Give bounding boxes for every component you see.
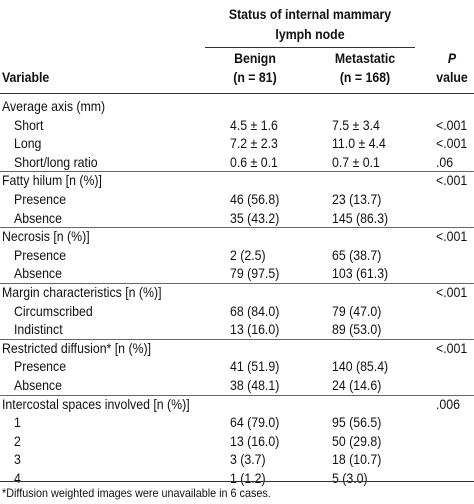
table-section-row: Intercostal spaces involved [n (%)] .006 xyxy=(0,395,474,414)
group-underline xyxy=(205,47,415,48)
benign-value: 2 (2.5) xyxy=(230,246,266,263)
metastatic-value: 103 (61.3) xyxy=(332,265,389,282)
header-rule xyxy=(0,93,474,94)
benign-value: 38 (48.1) xyxy=(230,377,280,393)
metastatic-value: 23 (13.7) xyxy=(332,191,382,207)
table-row: Presence 2 (2.5) 65 (38.7) xyxy=(0,246,474,265)
section-divider xyxy=(0,227,474,229)
metastatic-value: 89 (53.0) xyxy=(332,321,382,338)
table-section-row: Restricted diffusion* [n (%)] <.001 xyxy=(0,339,474,358)
table-section-row: Necrosis [n (%)] <.001 xyxy=(0,227,474,246)
table-row: 2 13 (16.0) 50 (29.8) xyxy=(0,432,474,451)
section-divider xyxy=(0,171,474,173)
section-divider xyxy=(0,338,474,340)
p-value: <.001 xyxy=(436,339,468,356)
table-row: Short/long ratio 0.6 ± 0.1 0.7 ± 0.1 .06 xyxy=(0,153,474,172)
benign-value: 79 (97.5) xyxy=(230,265,280,282)
metastatic-value: 65 (38.7) xyxy=(332,246,382,263)
row-label: Necrosis [n (%)] xyxy=(2,228,90,245)
variable-column-header: Variable xyxy=(2,69,50,85)
p-value-column-header: P value xyxy=(436,50,468,85)
row-label: Short/long ratio xyxy=(14,153,98,170)
row-label: Presence xyxy=(14,246,67,263)
row-label: 2 xyxy=(14,432,21,449)
table-row: Circumscribed 68 (84.0) 79 (47.0) xyxy=(0,302,474,321)
table-row: Short 4.5 ± 1.6 7.5 ± 3.4 <.001 xyxy=(0,116,474,135)
row-label: Short xyxy=(14,116,44,133)
p-value: <.001 xyxy=(436,135,468,152)
p-value: .06 xyxy=(436,153,454,170)
table-row: Absence 79 (97.5) 103 (61.3) xyxy=(0,264,474,283)
benign-value: 46 (56.8) xyxy=(230,191,280,207)
table-row: Indistinct 13 (16.0) 89 (53.0) xyxy=(0,320,474,339)
metastatic-value: 11.0 ± 4.4 xyxy=(332,135,386,152)
row-label: Absence xyxy=(14,265,62,282)
row-label: Intercostal spaces involved [n (%)] xyxy=(2,395,190,412)
table-row: 4 1 (1.2) 5 (3.0) xyxy=(0,469,474,488)
row-label: 1 xyxy=(14,414,21,431)
row-label: 3 xyxy=(14,451,21,468)
benign-value: 1 (1.2) xyxy=(230,470,266,486)
metastatic-value: 18 (10.7) xyxy=(332,451,382,468)
row-label: Absence xyxy=(14,377,62,393)
group-title-line2: lymph node xyxy=(275,26,345,42)
benign-value: 3 (3.7) xyxy=(230,451,266,468)
metastatic-value: 140 (85.4) xyxy=(332,358,389,375)
table-section-row: Fatty hilum [n (%)] <.001 xyxy=(0,171,474,190)
row-label: Indistinct xyxy=(14,321,63,338)
p-value: .006 xyxy=(436,395,460,412)
row-label: Presence xyxy=(14,191,67,207)
p-value: <.001 xyxy=(436,172,468,189)
bottom-rule xyxy=(0,481,474,482)
benign-value: 7.2 ± 2.3 xyxy=(230,135,278,152)
benign-value: 13 (16.0) xyxy=(230,432,280,449)
table-section-row: Margin characteristics [n (%)] <.001 xyxy=(0,283,474,302)
footnote: *Diffusion weighted images were unavaila… xyxy=(2,486,271,500)
row-label: Fatty hilum [n (%)] xyxy=(2,172,102,189)
table-row: Presence 46 (56.8) 23 (13.7) xyxy=(0,190,474,209)
table-row: Long 7.2 ± 2.3 11.0 ± 4.4 <.001 xyxy=(0,134,474,153)
row-label: 4 xyxy=(14,470,21,486)
benign-column-header: Benign (n = 81) xyxy=(233,50,277,85)
benign-value: 64 (79.0) xyxy=(230,414,280,431)
benign-value: 35 (43.2) xyxy=(230,209,280,226)
status-group-header: Status of internal mammary lymph node xyxy=(213,4,407,44)
row-label: Restricted diffusion* [n (%)] xyxy=(2,339,152,356)
row-label: Absence xyxy=(14,209,62,226)
p-value: <.001 xyxy=(436,284,468,300)
table-section-row: Average axis (mm) xyxy=(0,97,474,116)
row-label: Long xyxy=(14,135,42,152)
benign-value: 13 (16.0) xyxy=(230,321,280,338)
table-row: 1 64 (79.0) 95 (56.5) xyxy=(0,413,474,432)
benign-value: 0.6 ± 0.1 xyxy=(230,153,278,170)
metastatic-value: 5 (3.0) xyxy=(332,470,368,486)
table-row: Absence 38 (48.1) 24 (14.6) xyxy=(0,376,474,395)
metastatic-value: 79 (47.0) xyxy=(332,302,382,319)
table-row: Presence 41 (51.9) 140 (85.4) xyxy=(0,357,474,376)
table-row: 3 3 (3.7) 18 (10.7) xyxy=(0,450,474,469)
metastatic-value: 95 (56.5) xyxy=(332,414,382,431)
row-label: Circumscribed xyxy=(14,302,93,319)
p-value: <.001 xyxy=(436,228,468,245)
benign-value: 4.5 ± 1.6 xyxy=(230,116,278,133)
group-title-line1: Status of internal mammary xyxy=(228,6,392,22)
benign-value: 41 (51.9) xyxy=(230,358,280,375)
metastatic-value: 7.5 ± 3.4 xyxy=(332,116,380,133)
p-value: <.001 xyxy=(436,116,468,133)
row-label: Margin characteristics [n (%)] xyxy=(2,284,162,300)
metastatic-value: 50 (29.8) xyxy=(332,432,382,449)
benign-value: 68 (84.0) xyxy=(230,302,280,319)
metastatic-value: 145 (86.3) xyxy=(332,209,389,226)
metastatic-value: 0.7 ± 0.1 xyxy=(332,153,380,170)
metastatic-value: 24 (14.6) xyxy=(332,377,382,393)
table-row: Absence 35 (43.2) 145 (86.3) xyxy=(0,209,474,228)
row-label: Average axis (mm) xyxy=(2,98,106,114)
metastatic-column-header: Metastatic (n = 168) xyxy=(334,50,396,85)
row-label: Presence xyxy=(14,358,67,375)
section-divider xyxy=(0,394,474,396)
section-divider xyxy=(0,283,474,284)
